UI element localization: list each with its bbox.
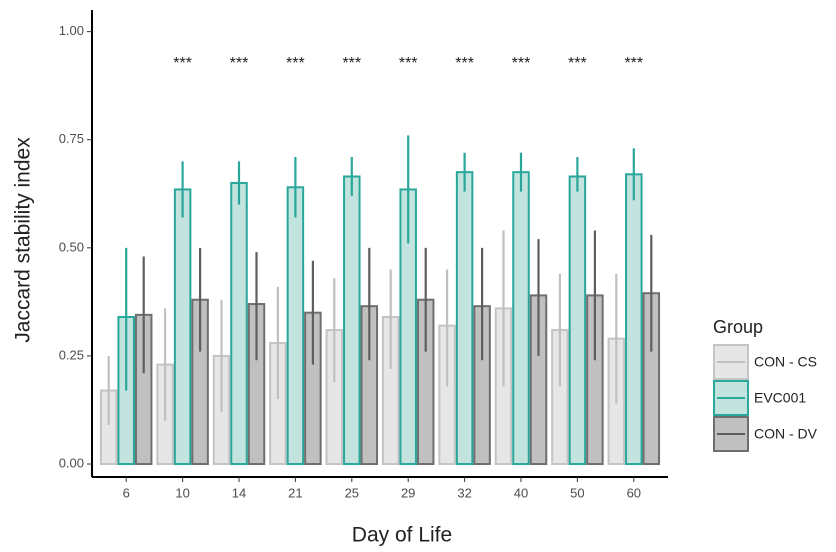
x-tick-label: 14 (232, 485, 246, 500)
x-tick-label: 40 (514, 485, 528, 500)
legend-label: EVC001 (754, 390, 806, 406)
bar (512, 171, 530, 466)
bar (625, 173, 643, 466)
bar (173, 188, 192, 466)
y-tick-label: 0.75 (59, 131, 84, 146)
significance-label: *** (455, 55, 474, 72)
bar (568, 175, 587, 466)
x-tick-label: 50 (570, 485, 584, 500)
significance-label: *** (624, 55, 643, 72)
x-tick-label: 25 (345, 485, 359, 500)
x-tick-label: 10 (175, 485, 189, 500)
bar (455, 171, 474, 466)
x-tick-label: 29 (401, 485, 415, 500)
significance-label: *** (230, 55, 249, 72)
y-tick-label: 0.00 (59, 455, 84, 470)
significance-label: *** (173, 55, 192, 72)
legend-title: Group (713, 317, 763, 337)
significance-label: *** (568, 55, 587, 72)
significance-label: *** (512, 55, 531, 72)
y-tick-label: 0.50 (59, 239, 84, 254)
significance-label: *** (399, 55, 418, 72)
y-tick-label: 0.25 (59, 347, 84, 362)
x-tick-label: 21 (288, 485, 302, 500)
x-axis-title: Day of Life (352, 524, 452, 547)
y-axis-title: Jaccard stability index (12, 137, 35, 343)
x-tick-label: 32 (457, 485, 471, 500)
x-tick-label: 60 (627, 485, 641, 500)
bar (343, 175, 361, 466)
y-tick-label: 1.00 (59, 23, 84, 38)
significance-label: *** (286, 55, 305, 72)
significance-label: *** (342, 55, 361, 72)
x-tick-label: 6 (123, 485, 130, 500)
legend-label: CON - DV (754, 426, 818, 442)
bar (286, 186, 305, 466)
bar (230, 181, 248, 466)
legend-label: CON - CS (754, 354, 817, 370)
